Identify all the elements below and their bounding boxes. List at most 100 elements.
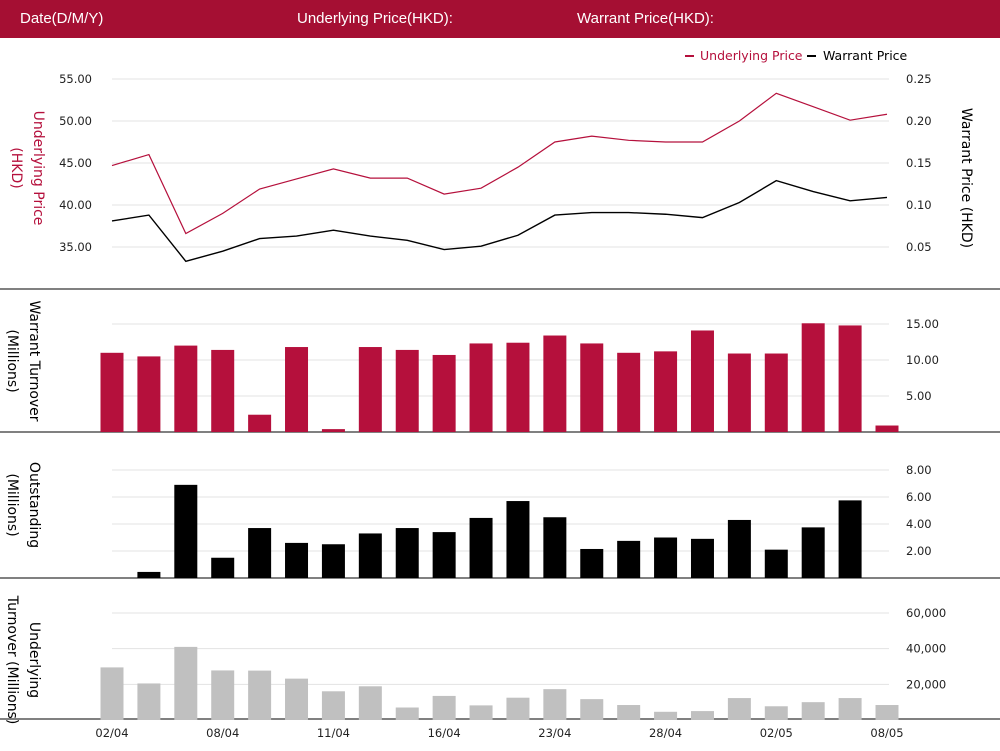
x-tick-label: 02/04	[95, 726, 128, 740]
bar-3-11	[506, 697, 530, 720]
bar-2-17	[727, 519, 751, 578]
bar-1-12	[543, 335, 567, 432]
legend-label-warrant: Warrant Price	[823, 48, 908, 63]
x-tick-label: 08/05	[870, 726, 903, 740]
y-right-tick-label: 0.05	[906, 240, 932, 254]
y-right-axis-label: Warrant Price (HKD)	[958, 108, 974, 248]
bar-1-6	[321, 429, 345, 432]
y-tick-label: 6.00	[906, 490, 932, 504]
bar-1-21	[875, 425, 899, 432]
bar-3-12	[543, 689, 567, 720]
bar-2-12	[543, 517, 567, 578]
bar-1-15	[654, 351, 678, 432]
bar-3-8	[395, 707, 419, 720]
bar-2-9	[432, 532, 456, 578]
bar-3-2	[174, 646, 198, 720]
bar-1-18	[764, 353, 788, 432]
bar-3-0	[100, 667, 124, 720]
bar-1-19	[801, 323, 825, 432]
y-left-tick-label: 50.00	[59, 114, 92, 128]
bar-3-7	[358, 686, 382, 720]
y-right-tick-label: 0.25	[906, 72, 932, 86]
bar-2-16	[690, 538, 714, 578]
underlying-price-label: Underlying Price(HKD):	[297, 10, 453, 27]
bar-3-21	[875, 705, 899, 720]
y-axis-label: Outstanding	[26, 462, 42, 548]
bar-2-11	[506, 501, 530, 578]
bar-3-3	[211, 670, 235, 720]
bar-3-20	[838, 698, 862, 720]
bar-3-13	[580, 699, 604, 720]
y-tick-label: 4.00	[906, 517, 932, 531]
bar-2-8	[395, 528, 419, 578]
y-tick-label: 8.00	[906, 463, 932, 477]
y-left-tick-label: 55.00	[59, 72, 92, 86]
legend-label-underlying: Underlying Price	[700, 48, 803, 63]
y-right-tick-label: 0.10	[906, 198, 932, 212]
y-right-tick-label: 0.20	[906, 114, 932, 128]
bar-1-11	[506, 342, 530, 432]
bar-3-1	[137, 683, 161, 720]
bar-2-14	[617, 540, 641, 578]
y-left-tick-label: 40.00	[59, 198, 92, 212]
date-label: Date(D/M/Y)	[20, 10, 104, 27]
bar-3-19	[801, 702, 825, 720]
bar-1-16	[690, 330, 714, 432]
y-axis-label-unit: (Millions)	[4, 473, 20, 536]
y-tick-label: 60,000	[906, 606, 946, 620]
y-left-tick-label: 45.00	[59, 156, 92, 170]
bar-1-2	[174, 345, 198, 432]
warrant-price-label: Warrant Price(HKD):	[577, 10, 714, 27]
bar-3-14	[617, 705, 641, 720]
y-axis-label-unit: (Millions)	[4, 329, 20, 392]
bar-3-5	[285, 678, 309, 720]
header-bar: Date(D/M/Y) Underlying Price(HKD): Warra…	[0, 0, 1000, 38]
y-axis-label-unit: Turnover (Millions)	[4, 595, 20, 725]
bar-2-10	[469, 517, 493, 578]
bar-2-5	[285, 542, 309, 578]
y-tick-label: 2.00	[906, 544, 932, 558]
y-left-axis-label-unit: (HKD)	[8, 147, 24, 188]
bar-2-20	[838, 500, 862, 578]
bar-2-18	[764, 549, 788, 578]
bar-1-4	[248, 414, 272, 432]
bar-3-6	[321, 691, 345, 720]
bar-2-15	[654, 537, 678, 578]
bar-2-6	[321, 544, 345, 578]
bar-2-3	[211, 557, 235, 578]
x-tick-label: 16/04	[428, 726, 461, 740]
bar-1-10	[469, 343, 493, 432]
series-line-warrant-price	[111, 179, 888, 263]
y-left-axis-label: Underlying Price	[30, 111, 46, 226]
bar-1-14	[617, 352, 641, 432]
bar-1-8	[395, 349, 419, 432]
bar-1-0	[100, 352, 124, 432]
bar-1-17	[727, 353, 751, 432]
bar-3-16	[690, 711, 714, 720]
bar-1-1	[137, 356, 161, 432]
bar-3-9	[432, 695, 456, 720]
bar-3-15	[654, 711, 678, 720]
bar-3-10	[469, 705, 493, 720]
bar-1-3	[211, 349, 235, 432]
y-right-tick-label: 0.15	[906, 156, 932, 170]
y-tick-label: 40,000	[906, 642, 946, 656]
x-tick-label: 28/04	[649, 726, 682, 740]
y-tick-label: 5.00	[906, 389, 932, 403]
bar-2-13	[580, 548, 604, 578]
bar-1-5	[285, 347, 309, 432]
bar-3-4	[248, 670, 272, 720]
y-left-tick-label: 35.00	[59, 240, 92, 254]
y-tick-label: 15.00	[906, 317, 939, 331]
x-tick-label: 08/04	[206, 726, 239, 740]
x-tick-label: 23/04	[538, 726, 571, 740]
bar-2-7	[358, 533, 382, 578]
y-tick-label: 20,000	[906, 677, 946, 691]
x-tick-label: 11/04	[317, 726, 350, 740]
bar-2-19	[801, 527, 825, 578]
bar-1-7	[358, 347, 382, 432]
x-tick-label: 02/05	[760, 726, 793, 740]
bar-3-18	[764, 706, 788, 720]
y-axis-label: Underlying	[26, 622, 42, 698]
